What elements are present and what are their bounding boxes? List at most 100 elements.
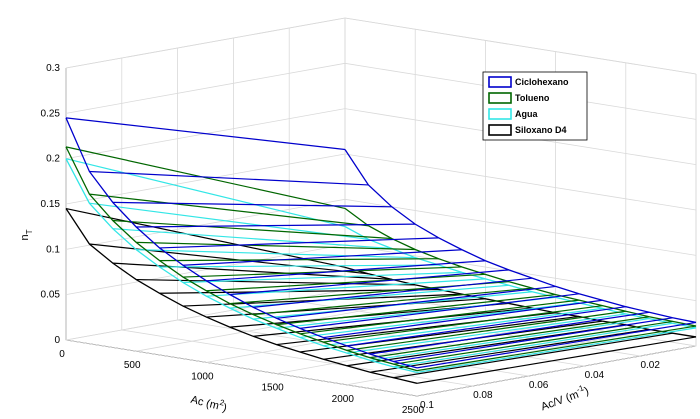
y-gridline — [177, 48, 529, 377]
z-tick-label: 0.05 — [41, 290, 61, 301]
z-gridline — [65, 17, 697, 75]
x-tick-label: 2000 — [332, 394, 355, 405]
y-gridline — [65, 68, 418, 397]
mesh-line — [159, 288, 439, 294]
mesh-line — [112, 201, 392, 208]
x-tick-label: 500 — [124, 360, 141, 371]
z-tick-label: 0.3 — [46, 63, 60, 74]
mesh-line — [112, 228, 392, 250]
mesh-line — [182, 249, 463, 266]
mesh-line — [346, 324, 626, 367]
mesh-line — [346, 313, 626, 354]
x-tick-label: 2500 — [402, 405, 425, 416]
z-tick-label: 0.25 — [41, 108, 61, 119]
mesh-line — [136, 278, 416, 286]
legend-swatch — [488, 76, 512, 88]
legend-swatch — [488, 92, 512, 104]
mesh-line — [323, 299, 603, 339]
legend-label: Ciclohexano — [515, 77, 569, 87]
z-gridline — [65, 108, 697, 166]
mesh-line — [370, 316, 650, 359]
mesh-line — [65, 117, 346, 151]
legend-label: Tolueno — [515, 93, 550, 103]
mesh-line — [346, 310, 626, 351]
x-axis-label-sup: 2 — [219, 398, 226, 408]
mesh-line — [89, 170, 369, 186]
mesh-line — [416, 321, 697, 369]
mesh-line — [253, 277, 533, 308]
x-tick-label: 1000 — [191, 371, 214, 382]
mesh-line — [416, 325, 697, 372]
y-gridline — [121, 58, 473, 387]
mesh-line — [370, 317, 650, 362]
legend: Ciclohexano Tolueno Agua Siloxano D4 — [482, 71, 588, 141]
y-axis-label-end: ) — [583, 385, 591, 398]
mesh-line — [323, 305, 603, 343]
mesh-line — [253, 287, 533, 316]
mesh-line — [299, 302, 580, 339]
mesh-line — [276, 285, 556, 319]
near-edge-line — [65, 208, 418, 384]
z-tick-label: 0.1 — [46, 244, 60, 255]
mesh-line — [393, 317, 673, 363]
mesh-line — [416, 327, 697, 374]
mesh-line — [276, 293, 556, 326]
mesh-line — [393, 322, 673, 368]
mesh-line — [65, 158, 346, 228]
legend-swatch — [488, 124, 512, 136]
legend-swatch — [488, 108, 512, 120]
mesh-line — [393, 320, 673, 365]
mesh-line — [299, 299, 580, 335]
y-tick-label: 0.02 — [640, 360, 660, 371]
legend-label: Siloxano D4 — [515, 125, 567, 135]
y-tick-label: 0.08 — [473, 390, 493, 401]
mesh-line — [206, 260, 486, 282]
near-edge-line — [65, 158, 418, 374]
z-tick-label: 0.15 — [41, 199, 61, 210]
z-tick-label: 0 — [54, 335, 60, 346]
series-ciclohexano — [65, 117, 697, 369]
mesh-line — [159, 264, 439, 268]
mesh-line — [416, 336, 697, 384]
mesh-line — [112, 219, 392, 240]
mesh-line — [229, 269, 509, 296]
y-tick-label: 0.04 — [585, 370, 605, 381]
mesh-line — [323, 307, 603, 347]
mesh-line — [136, 223, 416, 228]
y-axis-label-sup: -1 — [575, 383, 585, 394]
z-axis-label-sub: T — [25, 229, 34, 234]
tick-labels: 0 0.05 0.1 0.15 0.2 0.25 0.3 0 500 1000 1500 2000 25… — [41, 63, 661, 416]
mesh-line — [159, 237, 439, 249]
mesh-line — [370, 328, 650, 373]
mesh-line — [89, 202, 369, 240]
x-axis-label-end: ) — [222, 402, 228, 415]
mesh-line — [136, 241, 416, 251]
legend-label: Agua — [515, 109, 538, 119]
y-tick-label: 0.1 — [420, 400, 434, 411]
mesh-line — [299, 293, 580, 329]
series-tolueno — [65, 146, 697, 372]
near-edge-line — [65, 117, 418, 369]
mesh-line — [370, 311, 650, 355]
mesh-line — [393, 332, 673, 379]
mesh-line — [182, 271, 463, 284]
x-tick-label: 0 — [59, 349, 65, 360]
mesh-line — [65, 207, 346, 268]
z-axis-label: nT — [19, 229, 34, 240]
series-group — [65, 117, 697, 384]
z-gridline — [65, 62, 697, 120]
x-axis-label: Ac (m2) — [189, 391, 228, 414]
x-tick-label: 1500 — [261, 383, 284, 394]
near-edge-line — [65, 146, 418, 372]
mesh-line — [159, 258, 439, 262]
mesh-line — [206, 278, 486, 297]
mesh-line — [206, 273, 486, 292]
y-tick-label: 0.06 — [529, 380, 549, 391]
series-agua — [65, 158, 697, 374]
mesh-line — [346, 306, 626, 347]
z-tick-label: 0.2 — [46, 154, 60, 165]
mesh-line — [89, 193, 369, 227]
mesh-line — [136, 249, 416, 259]
far-edge-line — [344, 149, 697, 324]
